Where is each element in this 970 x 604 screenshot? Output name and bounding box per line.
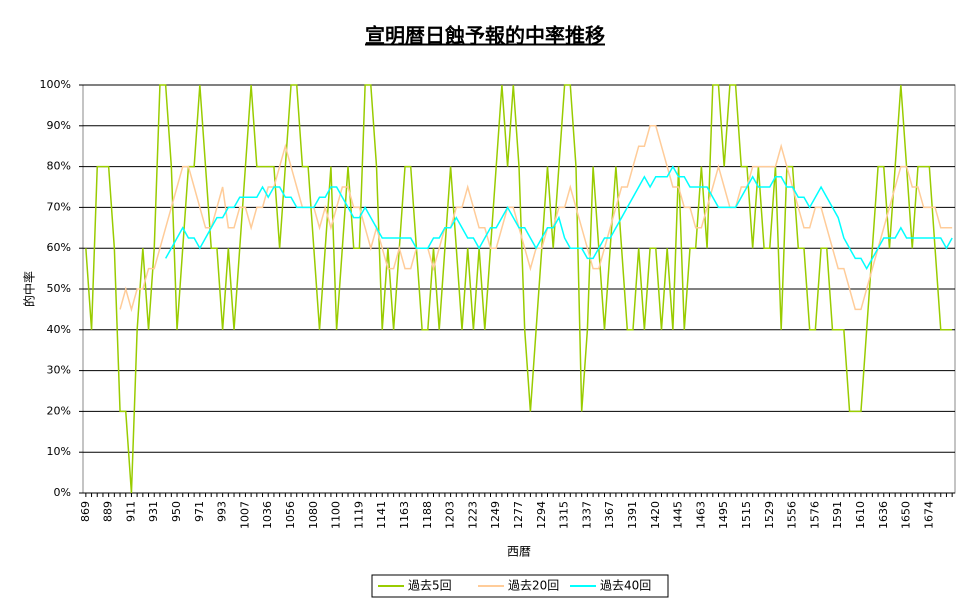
x-tick-label: 1249 xyxy=(489,501,502,529)
x-tick-label: 1141 xyxy=(375,501,388,529)
y-axis-label: 的中率 xyxy=(22,271,37,307)
x-tick-label: 1007 xyxy=(238,501,251,529)
x-tick-label: 1650 xyxy=(900,501,913,529)
x-tick-label: 993 xyxy=(216,501,229,522)
y-tick-label: 20% xyxy=(47,404,71,417)
legend xyxy=(371,574,669,598)
series-line xyxy=(164,165,953,271)
y-tick-label: 90% xyxy=(47,119,71,132)
x-tick-label: 950 xyxy=(170,501,183,522)
y-tick-label: 50% xyxy=(47,282,71,295)
x-axis-label: 西暦 xyxy=(507,545,531,559)
legend-label: 過去20回 xyxy=(508,579,559,593)
x-tick-label: 1100 xyxy=(330,501,343,529)
x-tick-label: 1277 xyxy=(512,501,525,529)
y-tick-label: 30% xyxy=(47,364,71,377)
x-tick-label: 1036 xyxy=(261,501,274,529)
x-tick-label: 1315 xyxy=(558,501,571,529)
x-tick-label: 1188 xyxy=(421,501,434,529)
x-tick-label: 1337 xyxy=(580,501,593,529)
y-tick-label: 10% xyxy=(47,445,71,458)
x-tick-label: 971 xyxy=(193,501,206,522)
legend-label: 過去40回 xyxy=(600,579,651,593)
x-tick-label: 1515 xyxy=(740,501,753,529)
x-tick-label: 1556 xyxy=(786,501,799,529)
x-tick-label: 1591 xyxy=(831,501,844,529)
x-tick-label: 1056 xyxy=(284,501,297,529)
x-tick-label: 1576 xyxy=(808,501,821,529)
x-tick-label: 1203 xyxy=(444,501,457,529)
x-tick-label: 1294 xyxy=(535,501,548,529)
x-tick-label: 1674 xyxy=(922,501,935,529)
x-tick-label: 889 xyxy=(102,501,115,522)
x-tick-label: 1495 xyxy=(717,501,730,529)
x-tick-label: 869 xyxy=(79,501,92,522)
x-tick-label: 1529 xyxy=(763,501,776,529)
x-tick-label: 1080 xyxy=(307,501,320,529)
y-tick-label: 80% xyxy=(47,160,71,173)
x-tick-label: 1391 xyxy=(626,501,639,529)
x-tick-label: 1223 xyxy=(466,501,479,529)
x-tick-label: 1636 xyxy=(877,501,890,529)
x-tick-label: 1445 xyxy=(672,501,685,529)
y-tick-label: 100% xyxy=(40,78,71,91)
y-tick-label: 40% xyxy=(47,323,71,336)
y-tick-label: 60% xyxy=(47,241,71,254)
chart-title: 宣明暦日蝕予報的中率推移 xyxy=(365,24,605,48)
legend-label: 過去5回 xyxy=(408,579,452,593)
x-tick-label: 1163 xyxy=(398,501,411,529)
x-tick-label: 1463 xyxy=(694,501,707,529)
y-tick-label: 0% xyxy=(54,486,71,499)
y-tick-label: 70% xyxy=(47,200,71,213)
x-tick-label: 1119 xyxy=(352,501,365,529)
x-tick-label: 1367 xyxy=(603,501,616,529)
series-line xyxy=(85,84,953,494)
x-tick-label: 1420 xyxy=(649,501,662,529)
x-tick-label: 931 xyxy=(147,501,160,522)
x-tick-label: 1610 xyxy=(854,501,867,529)
x-tick-label: 911 xyxy=(124,501,137,522)
